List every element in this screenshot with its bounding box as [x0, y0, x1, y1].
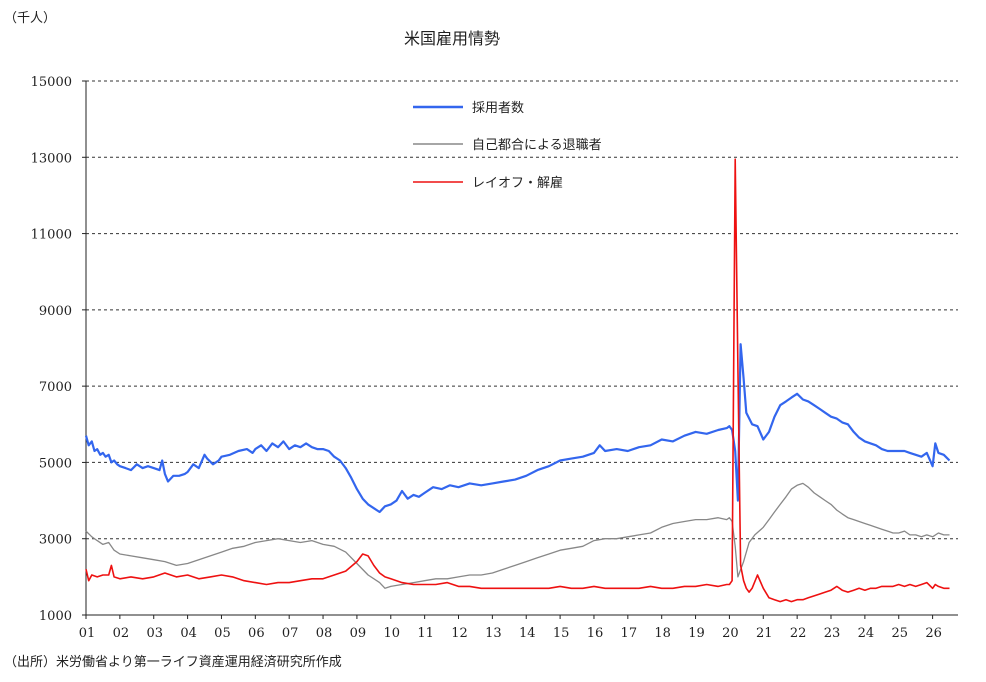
axes — [82, 80, 958, 619]
unit-label: （千人） — [4, 11, 56, 26]
y-tick-label: 9000 — [39, 304, 72, 319]
y-tick-label: 13000 — [31, 151, 72, 166]
series-line-2 — [85, 158, 950, 603]
x-tick-label: 13 — [485, 626, 502, 641]
x-tick-label: 12 — [451, 626, 468, 641]
y-tick-label: 11000 — [31, 228, 72, 243]
x-tick-label: 11 — [417, 626, 434, 641]
x-tick-label: 04 — [180, 626, 197, 641]
x-tick-label: 17 — [621, 626, 638, 641]
legend-label: 自己都合による退職者 — [472, 138, 602, 153]
y-axis-ticks: 1000 3000 5000 7000 9000 11000 13000 15000 — [31, 75, 72, 624]
x-tick-label: 09 — [350, 626, 367, 641]
x-tick-label: 05 — [214, 626, 231, 641]
legend-label: レイオフ・解雇 — [472, 175, 563, 191]
x-tick-label: 26 — [925, 626, 942, 641]
x-tick-label: 18 — [654, 626, 671, 641]
x-tick-label: 25 — [891, 626, 908, 641]
x-tick-label: 01 — [79, 626, 96, 641]
chart-title: 米国雇用情勢 — [404, 29, 500, 48]
x-tick-label: 23 — [824, 626, 841, 641]
x-tick-label: 14 — [519, 626, 536, 641]
y-tick-label: 15000 — [31, 75, 72, 90]
x-tick-label: 22 — [790, 626, 807, 641]
series-lines — [84, 158, 951, 603]
legend-label: 採用者数 — [472, 101, 524, 116]
y-tick-label: 3000 — [39, 533, 72, 548]
y-tick-label: 7000 — [39, 380, 72, 395]
y-tick-label: 5000 — [39, 456, 72, 471]
x-tick-label: 20 — [722, 626, 739, 641]
grid-lines — [86, 80, 958, 540]
series-line-0 — [84, 343, 951, 514]
x-tick-label: 06 — [248, 626, 265, 641]
x-tick-label: 21 — [756, 626, 773, 641]
source-note: （出所）米労働省より第一ライフ資産運用経済研究所作成 — [4, 654, 342, 670]
x-tick-label: 15 — [553, 626, 570, 641]
x-tick-label: 08 — [316, 626, 333, 641]
x-axis-ticks: 01 02 03 04 05 06 07 08 09 10 11 12 13 14 15 16 17 18 19 20… — [79, 626, 942, 641]
x-tick-label: 10 — [384, 626, 401, 641]
x-tick-label: 07 — [282, 626, 299, 641]
x-tick-label: 02 — [113, 626, 130, 641]
x-tick-label: 03 — [146, 626, 163, 641]
x-tick-label: 19 — [688, 626, 705, 641]
x-tick-label: 16 — [587, 626, 604, 641]
series-line-1 — [85, 482, 950, 589]
y-tick-label: 1000 — [39, 609, 72, 624]
x-tick-label: 24 — [858, 626, 875, 641]
